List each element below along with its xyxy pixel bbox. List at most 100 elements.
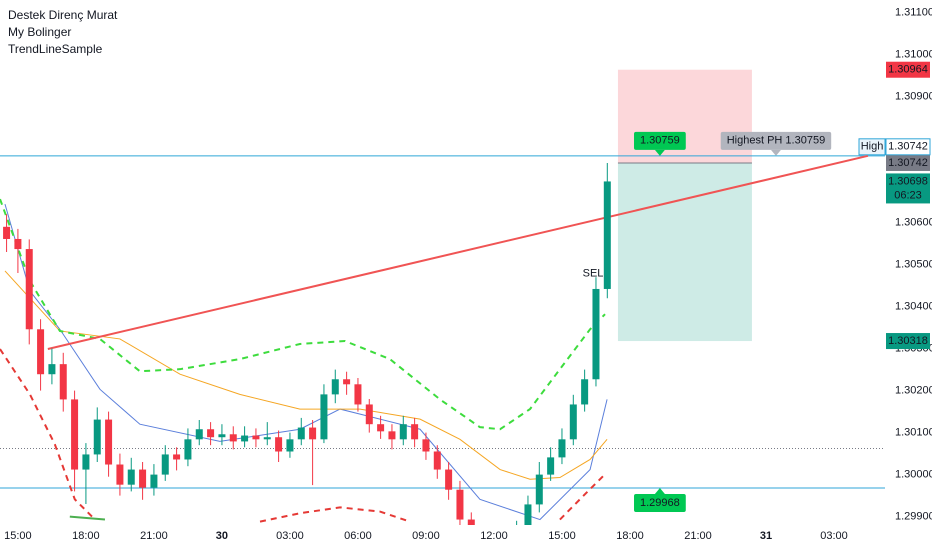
- level-badge: 1.30742: [888, 141, 928, 153]
- candle-body: [569, 404, 577, 440]
- level-badge-box: [885, 138, 931, 156]
- candle-body: [105, 419, 113, 465]
- callout-arrow: [654, 488, 665, 495]
- x-tick-label: 15:00: [548, 530, 576, 542]
- y-tick-label: 1.30200: [895, 385, 932, 397]
- callout-text: 1.30759: [640, 135, 680, 147]
- y-tick-label: 1.31100: [895, 7, 932, 19]
- candle-body: [139, 469, 147, 488]
- level-tag-box: [858, 138, 886, 156]
- indicator-line: [69, 515, 106, 521]
- candle-body: [365, 404, 373, 425]
- x-tick-label: 18:00: [72, 530, 100, 542]
- candle-body: [331, 379, 339, 395]
- candle-body: [433, 451, 441, 470]
- legend-text: My Bolinger: [8, 25, 71, 39]
- candle-body: [161, 454, 169, 475]
- candle-body: [581, 379, 589, 405]
- candle-body: [150, 474, 158, 488]
- candle-body: [252, 435, 260, 440]
- candle-body: [25, 249, 33, 330]
- candle-body: [456, 489, 464, 520]
- candle-body: [71, 399, 79, 470]
- price-badge-text: 1.30964: [888, 64, 928, 76]
- price-badge-text: 1.30318: [888, 335, 928, 347]
- y-tick-label: 1.29900: [895, 511, 932, 523]
- candle-body: [263, 437, 271, 440]
- legend-text: TrendLineSample: [8, 42, 103, 56]
- callout-arrow: [654, 149, 665, 156]
- candle-body: [82, 454, 90, 470]
- candle-body: [37, 329, 45, 375]
- candle-body: [297, 427, 305, 440]
- callout: 1.29968: [634, 488, 686, 513]
- x-tick-label: 31: [760, 530, 772, 542]
- x-tick-label: 21:00: [140, 530, 168, 542]
- callout-arrow: [770, 149, 781, 156]
- candle-body: [127, 469, 135, 485]
- profit-zone: [617, 162, 752, 342]
- countdown-text: 06:23: [894, 189, 922, 201]
- indicator-line: [259, 506, 411, 523]
- candle-body: [184, 439, 192, 460]
- y-tick-label: 1.30100: [895, 427, 932, 439]
- candle-body: [14, 238, 22, 250]
- signal-text: SEL: [583, 268, 604, 280]
- y-tick-label: 1.30600: [895, 217, 932, 229]
- price-badge-text: 1.30742: [888, 157, 928, 169]
- price-badge: [886, 333, 930, 350]
- price-badge: [886, 61, 930, 78]
- x-tick-label: 21:00: [684, 530, 712, 542]
- candle-body: [354, 384, 362, 405]
- candle-body: [388, 431, 396, 440]
- candle-body: [524, 504, 532, 525]
- price-badge: [886, 173, 930, 204]
- legend-text: Destek Direnç Murat: [8, 8, 118, 22]
- candle-body: [229, 434, 237, 442]
- candle-body: [558, 439, 566, 458]
- candle-body: [275, 437, 283, 452]
- candle-body: [422, 439, 430, 452]
- x-tick-label: 15:00: [4, 530, 32, 542]
- candle-body: [207, 429, 215, 438]
- candle-body: [535, 474, 543, 505]
- callout-text: Highest PH 1.30759: [727, 135, 825, 147]
- candle-body: [445, 469, 453, 490]
- level-tag: High: [861, 141, 884, 153]
- price-badge: [886, 154, 930, 171]
- indicator-line: [559, 473, 606, 521]
- y-tick-label: 1.30000: [895, 469, 932, 481]
- candle-body: [218, 434, 226, 438]
- plot-area: SEL: [0, 69, 885, 546]
- candle-body: [399, 424, 407, 440]
- indicator-line: [4, 203, 608, 521]
- candle-body: [547, 457, 555, 475]
- callout-text: 1.29968: [640, 497, 680, 509]
- x-tick-label: 06:00: [344, 530, 372, 542]
- candle-body: [490, 545, 497, 546]
- candle-body: [513, 530, 520, 540]
- callout-box: [634, 494, 686, 513]
- indicator-line: [4, 270, 608, 480]
- callout-box: [720, 131, 832, 150]
- x-tick-label: 18:00: [616, 530, 644, 542]
- x-tick-label: 30: [216, 530, 228, 542]
- candle-body: [309, 427, 317, 440]
- candle-body: [3, 226, 11, 239]
- x-tick-label: 03:00: [276, 530, 304, 542]
- y-tick-label: 1.30400: [895, 301, 932, 313]
- candle-body: [320, 394, 328, 440]
- x-tick-label: 03:00: [820, 530, 848, 542]
- y-tick-label: 1.31000: [895, 49, 932, 61]
- candle-body: [377, 424, 385, 432]
- candle-body: [592, 288, 600, 380]
- candle-body: [467, 519, 475, 525]
- price-axis: 1.299001.300001.301001.302001.303001.304…: [886, 7, 932, 523]
- y-tick-label: 1.30900: [895, 91, 932, 103]
- y-tick-label: 1.30500: [895, 259, 932, 271]
- candle-body: [48, 364, 56, 375]
- indicator-line: [47, 154, 869, 350]
- indicator-line: [0, 198, 606, 431]
- callout-box: [634, 131, 686, 150]
